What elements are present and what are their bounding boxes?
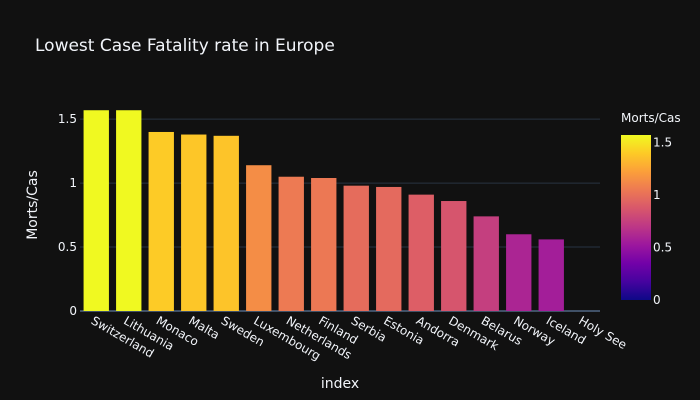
- colorbar-tick-label: 1: [653, 188, 661, 202]
- y-axis-title: Morts/Cas: [25, 170, 41, 240]
- colorbar-tick-label: 0: [653, 293, 661, 307]
- bar: [83, 110, 109, 311]
- bar: [278, 176, 304, 311]
- colorbar: Morts/Cas 0 0.5 1 1.5: [621, 111, 681, 307]
- colorbar-gradient: [621, 135, 651, 300]
- y-tick-label: 0: [69, 304, 77, 318]
- y-tick-label: 1: [69, 176, 77, 190]
- y-tick-label: 0.5: [58, 240, 77, 254]
- bar: [246, 165, 272, 311]
- bar: [538, 239, 564, 311]
- colorbar-title: Morts/Cas: [621, 111, 681, 125]
- bar: [506, 234, 532, 311]
- chart-title: Lowest Case Fatality rate in Europe: [35, 36, 335, 56]
- bar: [343, 185, 369, 311]
- bar: [311, 178, 337, 311]
- colorbar-tick-label: 1.5: [653, 135, 672, 149]
- y-tick-label: 1.5: [58, 112, 77, 126]
- bar: [116, 110, 142, 311]
- bar: [181, 134, 207, 311]
- bar: [376, 186, 402, 311]
- bar: [441, 201, 467, 311]
- x-axis-ticks: SwitzerlandLithuaniaMonacoMaltaSwedenLux…: [89, 313, 629, 363]
- bar: [473, 216, 499, 311]
- bar: [408, 194, 434, 311]
- bar: [213, 135, 239, 311]
- y-axis-ticks: 0 0.5 1 1.5: [58, 112, 77, 318]
- bar: [148, 131, 174, 311]
- bars: [83, 110, 564, 311]
- colorbar-ticks: 0 0.5 1 1.5: [653, 135, 672, 307]
- colorbar-tick-label: 0.5: [653, 240, 672, 254]
- x-axis-title: index: [321, 376, 359, 392]
